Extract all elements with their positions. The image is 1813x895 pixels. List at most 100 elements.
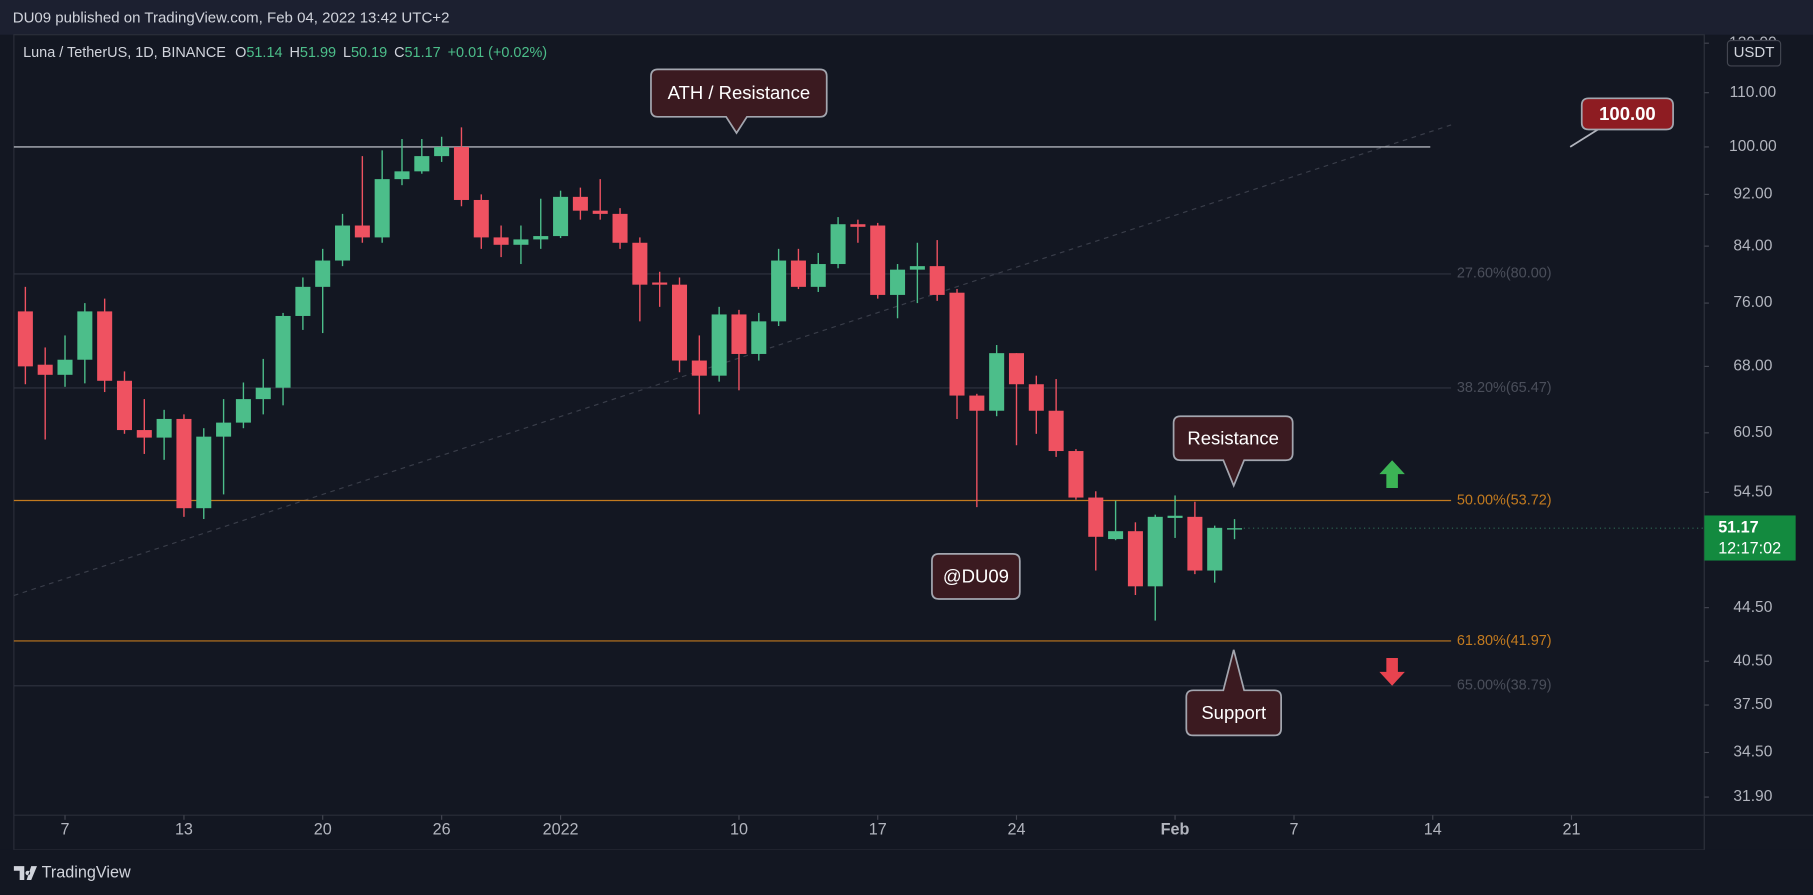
candle-body <box>374 179 390 238</box>
x-tick-label: 24 <box>1007 821 1025 839</box>
currency: USDT <box>1734 44 1775 61</box>
callout-text: @DU09 <box>943 565 1009 586</box>
y-tick-label: 40.50 <box>1733 652 1772 669</box>
candle-body <box>533 236 549 240</box>
currency-box <box>1726 39 1782 67</box>
candle-body <box>1068 451 1084 498</box>
candle-body <box>711 314 727 376</box>
candle-body <box>731 314 747 354</box>
x-tick-label: 20 <box>314 821 332 839</box>
y-tick-label: 60.50 <box>1733 424 1772 441</box>
callout-box <box>650 68 828 135</box>
candle-body <box>315 260 331 287</box>
level-label: 50.00%(53.72) <box>1457 492 1552 508</box>
brand-name: TradingView <box>42 863 131 881</box>
ohlc-label: H <box>289 45 299 61</box>
candle-body <box>196 436 212 509</box>
up-arrow <box>1379 460 1405 488</box>
x-tick-label: 14 <box>1424 821 1442 839</box>
x-tick-label: 17 <box>869 821 887 839</box>
candle-body <box>136 430 152 438</box>
ohlc-value: 51.14 <box>246 45 282 61</box>
ohlc-value: 50.19 <box>351 45 387 61</box>
candle-body <box>295 286 311 316</box>
candle-body <box>632 242 648 285</box>
callout-text: 100.00 <box>1599 103 1656 124</box>
candle-body <box>1008 353 1024 385</box>
x-tick-label: 7 <box>61 821 70 839</box>
top-bar <box>0 0 1813 35</box>
x-tick-label: 26 <box>433 821 451 839</box>
x-tick-label: 10 <box>730 821 748 839</box>
callout-box <box>1185 649 1282 737</box>
candle-body <box>275 315 291 388</box>
y-tick-label: 68.00 <box>1733 358 1772 375</box>
candle-body <box>97 311 113 381</box>
candle-body <box>156 418 172 438</box>
candle-body <box>771 260 787 322</box>
x-tick-label: 21 <box>1563 821 1581 839</box>
callout-box <box>931 553 1021 600</box>
y-tick-label: 31.90 <box>1733 788 1772 805</box>
candle-body <box>830 224 846 265</box>
x-tick-label: 7 <box>1289 821 1298 839</box>
candle-body <box>1028 384 1044 411</box>
candle-body <box>1048 410 1064 452</box>
candle-body <box>652 282 668 285</box>
change: +0.01 (+0.02%) <box>448 45 548 61</box>
candle-body <box>850 224 866 227</box>
current-price-tag <box>1704 515 1796 561</box>
bar-countdown: 12:17:02 <box>1718 539 1781 557</box>
callout-box <box>1172 415 1294 488</box>
level-label: 61.80%(41.97) <box>1457 633 1552 649</box>
candle-body <box>890 269 906 295</box>
y-tick-label: 92.00 <box>1733 186 1772 203</box>
candle-body <box>553 196 569 237</box>
candle-body <box>77 311 93 360</box>
x-tick-label: 2022 <box>543 821 579 839</box>
candle-body <box>810 264 826 287</box>
candle-body <box>453 146 469 200</box>
candle-body <box>335 225 351 261</box>
callout-text: Resistance <box>1187 427 1279 448</box>
candle-body <box>216 422 232 437</box>
ohlc-value: 51.17 <box>405 45 441 61</box>
candle-body <box>751 321 767 354</box>
callout-box <box>1580 97 1674 131</box>
y-tick-label: 44.50 <box>1733 599 1772 616</box>
y-tick-label: 110.00 <box>1730 84 1777 101</box>
candle-body <box>612 213 628 243</box>
candle-body <box>572 196 588 211</box>
candle-body <box>513 239 529 245</box>
candle-body <box>949 292 965 396</box>
candle-body <box>1187 516 1203 571</box>
candle-body <box>235 399 251 423</box>
y-tick-label: 84.00 <box>1733 237 1772 254</box>
symbol-legend: Luna / TetherUS, 1D, BINANCE O51.14 H51.99… <box>23 45 547 61</box>
bottom-bar <box>0 849 1813 895</box>
candle-body <box>394 171 410 180</box>
x-tick-label: Feb <box>1161 821 1190 839</box>
candle-body <box>434 146 450 157</box>
symbol: Luna / TetherUS, 1D, BINANCE <box>23 45 226 61</box>
candle-body <box>473 199 489 238</box>
ohlc-label: L <box>343 45 351 61</box>
level-label: 27.60%(80.00) <box>1457 266 1552 282</box>
candle-body <box>116 380 132 431</box>
level-label: 65.00%(38.79) <box>1457 678 1552 694</box>
ohlc-label: O <box>235 45 246 61</box>
ohlc-value: 51.99 <box>300 45 336 61</box>
ohlc-label: C <box>394 45 404 61</box>
y-tick-label: 76.00 <box>1733 294 1772 311</box>
level-label: 38.20%(65.47) <box>1457 380 1552 396</box>
candle-body <box>870 225 886 295</box>
candle-body <box>592 210 608 214</box>
candle-body <box>1167 515 1183 518</box>
callout-leader <box>1569 128 1599 148</box>
candle-body <box>909 266 925 270</box>
down-arrow <box>1379 657 1405 686</box>
candle-body <box>493 237 509 245</box>
candle-body <box>969 395 985 411</box>
candle-body <box>414 156 430 172</box>
